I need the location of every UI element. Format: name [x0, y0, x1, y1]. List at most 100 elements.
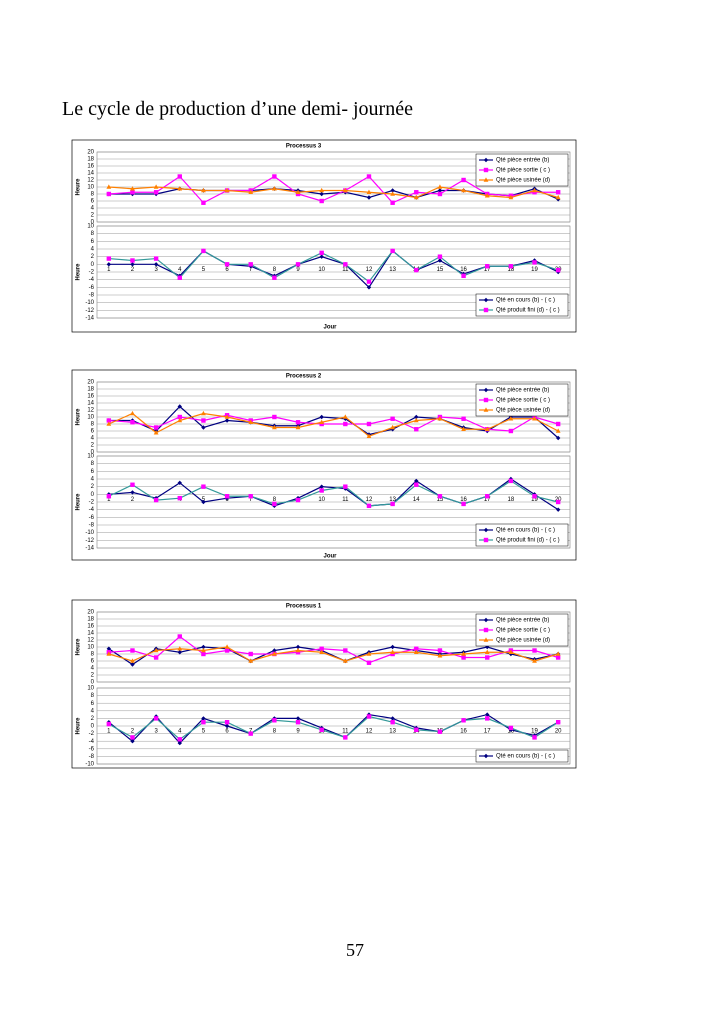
marker: [130, 739, 135, 744]
y-axis-label: Heure: [76, 638, 82, 656]
y-tick-label: -6: [89, 515, 95, 521]
series-line: [108, 635, 559, 664]
marker: [319, 484, 324, 489]
x-tick-label: 7: [249, 497, 253, 503]
series-line: [108, 414, 559, 432]
marker: [508, 478, 514, 484]
y-tick-label: 10: [87, 185, 94, 191]
marker: [272, 501, 277, 507]
marker: [414, 727, 419, 732]
marker: [483, 617, 489, 623]
marker: [390, 200, 395, 205]
marker: [483, 397, 489, 403]
y-axis-label: Heure: [76, 263, 82, 281]
marker: [485, 712, 490, 717]
marker: [366, 285, 372, 290]
marker: [319, 250, 324, 256]
marker: [153, 497, 159, 503]
marker: [272, 174, 277, 179]
marker: [319, 198, 324, 204]
marker: [177, 740, 182, 746]
marker: [201, 484, 206, 489]
y-tick-label: -2: [89, 500, 95, 506]
chart-frame: [71, 139, 577, 333]
y-tick-label: 6: [91, 199, 95, 205]
marker: [413, 649, 419, 655]
marker: [130, 735, 135, 740]
y-tick-label: -8: [89, 754, 95, 760]
marker: [508, 649, 514, 655]
x-axis-label: Jour: [323, 325, 337, 331]
marker: [508, 725, 514, 731]
marker: [201, 644, 206, 650]
series-line: [108, 713, 559, 744]
marker: [272, 275, 277, 280]
y-axis-label: Heure: [76, 178, 82, 196]
marker: [319, 649, 325, 655]
marker: [295, 262, 301, 267]
marker: [366, 714, 372, 719]
marker: [224, 187, 230, 193]
page-number: 57: [346, 940, 364, 960]
x-tick-label: 7: [249, 267, 253, 273]
marker: [390, 248, 395, 254]
marker: [271, 424, 277, 430]
marker: [366, 195, 372, 200]
marker: [153, 647, 159, 653]
page-title: Le cycle de production d’une demi- journ…: [62, 98, 413, 120]
marker: [484, 193, 490, 198]
y-tick-label: 18: [87, 157, 94, 163]
series-line: [108, 646, 559, 662]
y-tick-label: 0: [91, 262, 95, 268]
marker: [130, 490, 135, 495]
x-tick-label: 12: [366, 267, 373, 273]
series-line: [108, 186, 559, 199]
x-tick-label: 12: [366, 497, 373, 503]
marker: [390, 720, 395, 725]
marker: [201, 418, 206, 423]
x-tick-label: 4: [178, 267, 182, 273]
marker: [555, 428, 561, 433]
y-tick-label: -4: [89, 739, 95, 745]
x-tick-label: 6: [225, 729, 229, 735]
marker: [177, 495, 182, 501]
marker: [437, 184, 443, 189]
marker: [483, 627, 489, 633]
x-tick-label: 1: [107, 497, 111, 503]
x-tick-label: 5: [202, 267, 206, 273]
legend-label: Qté pièce entrée (b): [496, 158, 549, 164]
marker: [153, 655, 159, 660]
y-tick-label: -14: [85, 546, 94, 552]
marker: [342, 414, 348, 419]
marker: [342, 658, 348, 663]
marker: [508, 428, 514, 434]
marker: [106, 646, 112, 651]
marker: [532, 187, 537, 193]
marker: [390, 188, 395, 193]
y-tick-label: 16: [87, 624, 94, 630]
marker: [224, 720, 230, 725]
marker: [319, 419, 325, 425]
marker: [483, 537, 489, 543]
y-tick-label: 16: [87, 164, 94, 170]
marker: [437, 258, 443, 263]
legend-label: Qté pièce entrée (b): [496, 388, 549, 394]
marker: [366, 189, 372, 195]
marker: [343, 648, 348, 653]
y-tick-label: 4: [91, 436, 95, 442]
marker: [508, 264, 514, 269]
marker: [201, 720, 206, 725]
marker: [483, 307, 489, 313]
y-tick-label: 10: [87, 686, 94, 692]
marker: [461, 426, 466, 432]
marker: [248, 262, 253, 267]
x-tick-label: 20: [555, 729, 562, 735]
marker: [130, 482, 135, 487]
marker: [366, 174, 372, 179]
marker: [555, 720, 561, 725]
marker: [532, 260, 537, 265]
y-tick-label: 8: [91, 652, 95, 658]
y-tick-label: 6: [91, 469, 95, 475]
